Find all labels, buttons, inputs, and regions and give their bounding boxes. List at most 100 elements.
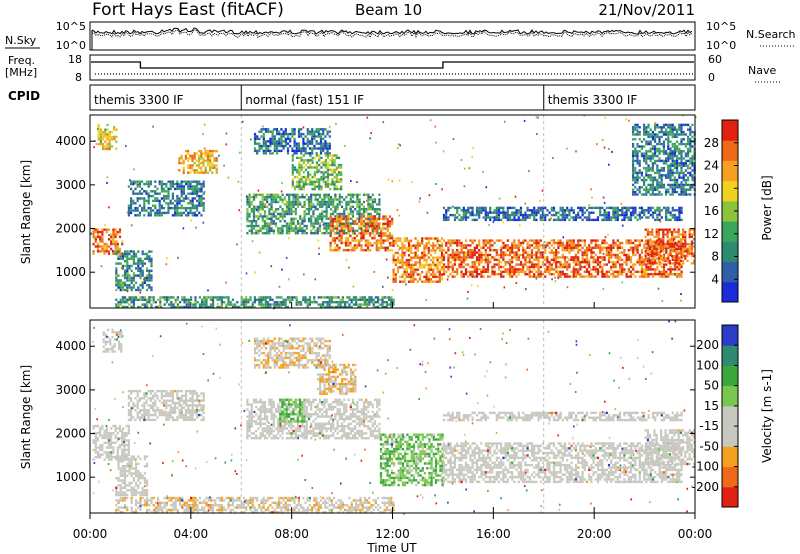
heatmap-cell: [570, 275, 573, 278]
heatmap-cell: [305, 193, 308, 196]
heatmap-cell: [171, 202, 174, 205]
heatmap-cell: [283, 220, 286, 223]
heatmap-cell: [601, 241, 604, 245]
heatmap-cell: [646, 259, 649, 263]
heatmap-cell: [662, 140, 665, 143]
heatmap-cell: [579, 216, 582, 219]
heatmap-cell: [682, 188, 685, 191]
heatmap-cell: [161, 296, 164, 299]
heatmap-cell: [296, 232, 300, 235]
heatmap-cell: [583, 253, 586, 257]
heatmap-cell: [475, 244, 479, 247]
heatmap-cell: [427, 237, 430, 240]
heatmap-cell: [434, 244, 437, 247]
heatmap-cell: [150, 269, 153, 272]
heatmap-cell: [396, 256, 400, 259]
heatmap-cell: [570, 258, 573, 261]
heatmap-cell: [325, 203, 328, 206]
heatmap-cell: [362, 220, 365, 223]
heatmap-cell: [345, 232, 348, 235]
heatmap-cell: [590, 251, 593, 254]
heatmap-cell: [570, 244, 573, 247]
heatmap-cell: [311, 183, 314, 186]
heatmap-cell: [355, 234, 359, 237]
heatmap-cell: [158, 202, 161, 205]
heatmap-cell: [471, 251, 474, 254]
heatmap-cell: [271, 140, 274, 143]
heatmap-cell: [614, 263, 617, 266]
heatmap-cell: [351, 193, 355, 196]
heatmap-cell: [107, 250, 111, 253]
heatmap-cell: [660, 135, 663, 139]
heatmap-cell: [689, 130, 692, 134]
heatmap-cell: [596, 263, 600, 266]
heatmap-cell: [640, 211, 644, 214]
heatmap-cell: [106, 123, 109, 127]
heatmap-cell: [176, 180, 179, 183]
heatmap-cell: [304, 178, 308, 181]
heatmap-cell: [656, 268, 659, 271]
heatmap-cell: [296, 227, 300, 230]
heatmap-cell: [189, 164, 192, 167]
heatmap-cell: [250, 210, 253, 213]
heatmap-cell: [594, 244, 597, 247]
heatmap-cell: [132, 250, 135, 253]
heatmap-cell: [651, 263, 655, 266]
heatmap-cell: [508, 253, 512, 257]
heatmap-cell: [434, 280, 437, 283]
heatmap-cell: [656, 209, 659, 212]
heatmap-cell: [380, 244, 383, 247]
heatmap-cell: [684, 133, 687, 136]
heatmap-cell: [303, 205, 306, 208]
heatmap-cell: [662, 230, 665, 234]
heatmap-cell: [145, 190, 148, 193]
heatmap-cell: [148, 269, 151, 272]
heatmap-cell: [688, 235, 691, 239]
heatmap-cell: [467, 253, 470, 257]
heatmap-cell: [627, 216, 630, 219]
heatmap-cell: [634, 193, 637, 196]
heatmap-cell: [412, 275, 415, 279]
heatmap-cell: [682, 164, 685, 167]
heatmap-cell: [682, 247, 685, 251]
heatmap-cell: [205, 303, 208, 306]
heatmap-cell: [546, 268, 549, 271]
heatmap-cell: [647, 164, 650, 167]
heatmap-cell: [607, 261, 611, 264]
heatmap-cell: [304, 149, 307, 153]
heatmap-cell: [130, 281, 133, 284]
heatmap-cell: [292, 198, 295, 201]
heatmap-cell: [526, 209, 529, 212]
heatmap-cell: [342, 222, 345, 225]
heatmap-cell: [673, 176, 676, 179]
heatmap-cell: [308, 152, 312, 155]
heatmap-cell: [211, 164, 214, 167]
heatmap-cell: [471, 211, 474, 214]
heatmap-cell: [132, 286, 135, 289]
heatmap-cell: [380, 217, 383, 221]
heatmap-cell: [665, 246, 668, 249]
heatmap-cell: [632, 159, 635, 163]
heatmap-cell: [117, 305, 120, 309]
heatmap-cell: [252, 232, 256, 235]
heatmap-cell: [279, 232, 282, 235]
heatmap-cell: [530, 261, 534, 264]
heatmap-cell: [405, 237, 408, 240]
heatmap-cell: [150, 262, 153, 265]
heatmap-cell: [572, 265, 575, 269]
heatmap-cell: [270, 198, 273, 201]
heatmap-cell: [429, 278, 433, 281]
heatmap-cell: [193, 169, 196, 172]
heatmap-cell: [645, 190, 648, 194]
heatmap-cell: [213, 166, 216, 170]
heatmap-cell: [327, 232, 330, 235]
heatmap-cell: [138, 192, 141, 195]
heatmap-cell: [366, 239, 370, 242]
heatmap-cell: [392, 275, 395, 279]
heatmap-cell: [128, 276, 131, 280]
heatmap-cell: [574, 244, 578, 247]
heatmap-cell: [196, 192, 199, 195]
heatmap-cell: [607, 213, 611, 217]
heatmap-cell: [651, 228, 654, 231]
heatmap-cell: [104, 147, 107, 151]
